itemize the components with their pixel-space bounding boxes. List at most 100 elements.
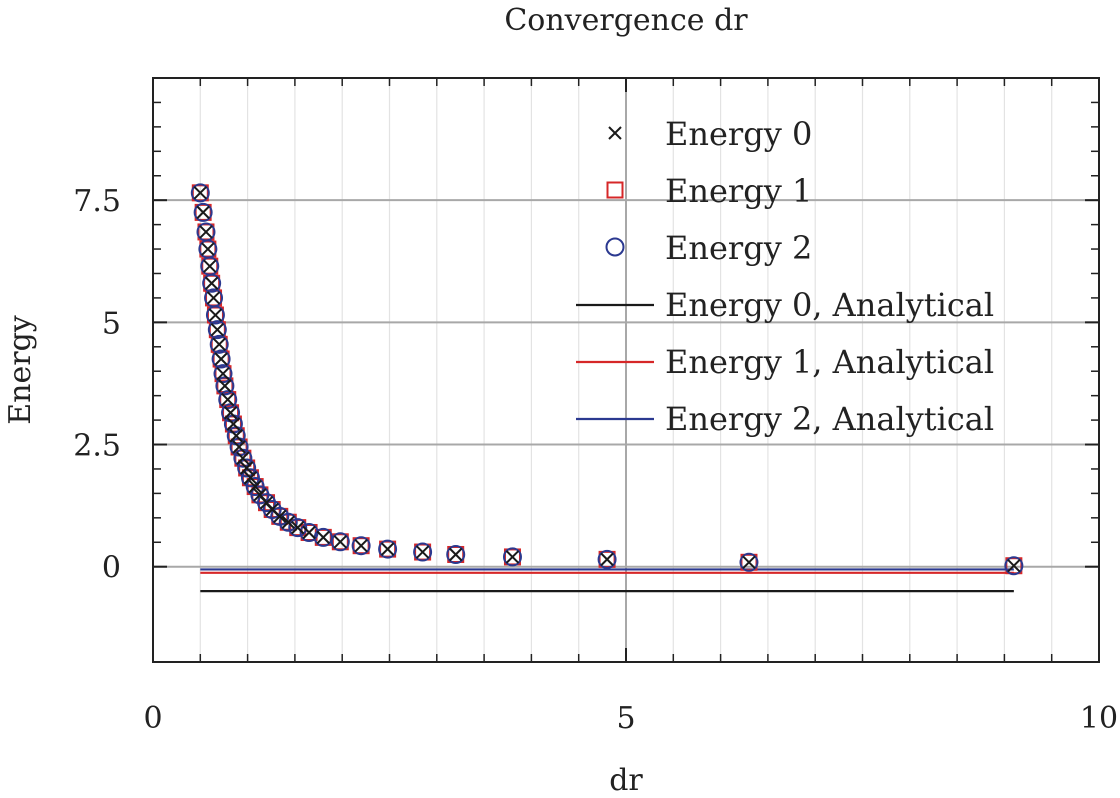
- grid: [153, 78, 1099, 662]
- circle-marker: [278, 512, 298, 532]
- cross-stroke: [206, 291, 221, 305]
- cross-stroke: [221, 392, 235, 407]
- cross-stroke: [281, 515, 295, 529]
- cross-stroke: [203, 259, 217, 273]
- cross-marker: [201, 242, 215, 256]
- circle-marker: [205, 305, 225, 325]
- cross-marker: [600, 552, 614, 567]
- cross-marker: [449, 547, 463, 562]
- circle-marker: [207, 320, 227, 340]
- cross-stroke: [214, 352, 228, 366]
- cross-stroke: [380, 542, 395, 556]
- y-tick-label: 7.5: [73, 184, 121, 219]
- data-markers: [190, 183, 1024, 576]
- circle-marker: [237, 458, 257, 478]
- cross-marker: [281, 515, 295, 529]
- cross-marker: [1007, 559, 1021, 573]
- cross-marker: [239, 461, 254, 475]
- cross-marker: [216, 366, 230, 381]
- circle-marker: [330, 532, 350, 552]
- cross-stroke: [223, 406, 238, 420]
- cross-marker: [232, 440, 246, 454]
- circle-marker: [202, 273, 222, 293]
- y-axis-label: Energy: [3, 315, 38, 425]
- circle-marker: [502, 547, 522, 567]
- cross-marker: [193, 186, 208, 200]
- legend-label: Energy 1, Analytical: [665, 343, 994, 381]
- legend-label: Energy 0, Analytical: [665, 286, 994, 324]
- cross-marker: [223, 406, 238, 420]
- chart-title: Convergence dr: [504, 3, 748, 38]
- cross-stroke: [239, 461, 254, 475]
- circle-marker: [218, 390, 238, 410]
- cross-stroke: [354, 538, 368, 553]
- cross-marker: [316, 530, 330, 545]
- cross-marker: [333, 535, 348, 549]
- cross-marker: [505, 550, 520, 564]
- cross-marker: [199, 225, 213, 239]
- circle-marker: [190, 183, 210, 203]
- x-tick-label: 10: [1080, 701, 1118, 736]
- cross-marker: [243, 471, 258, 485]
- cross-marker: [208, 308, 223, 322]
- legend-label: Energy 1: [665, 172, 812, 210]
- cross-stroke: [216, 366, 230, 381]
- circle-marker: [240, 468, 260, 488]
- circle-marker: [213, 364, 233, 384]
- cross-stroke: [449, 547, 463, 562]
- legend-cross-marker: [608, 126, 622, 140]
- cross-marker: [291, 520, 305, 535]
- legend-square-marker: [606, 181, 624, 199]
- cross-marker: [206, 291, 221, 305]
- circle-marker: [257, 493, 277, 513]
- circle-marker: [209, 334, 229, 354]
- y-tick-label: 0: [102, 551, 121, 586]
- circle-marker: [597, 549, 617, 569]
- cross-marker: [226, 417, 241, 431]
- analytical-lines: [200, 568, 1014, 593]
- cross-stroke: [608, 126, 622, 140]
- legend-label: Energy 2: [665, 229, 812, 267]
- cross-marker: [273, 509, 287, 524]
- circle-marker: [211, 349, 231, 369]
- cross-stroke: [505, 550, 520, 564]
- cross-stroke: [204, 276, 219, 290]
- cross-stroke: [600, 552, 614, 567]
- cross-stroke: [236, 451, 250, 465]
- circle-marker: [378, 539, 398, 559]
- cross-stroke: [273, 509, 287, 524]
- cross-stroke: [196, 205, 210, 220]
- cross-stroke: [218, 379, 232, 393]
- cross-stroke: [193, 186, 208, 200]
- cross-marker: [248, 479, 262, 494]
- cross-stroke: [226, 417, 241, 431]
- cross-marker: [196, 205, 210, 220]
- circle-marker: [193, 202, 213, 222]
- cross-stroke: [232, 440, 246, 454]
- y-tick-label: 2.5: [73, 429, 121, 464]
- cross-stroke: [253, 488, 267, 502]
- cross-marker: [212, 337, 226, 352]
- legend-label: Energy 2, Analytical: [665, 400, 994, 438]
- cross-stroke: [316, 530, 330, 545]
- legend-label: Energy 0: [665, 115, 812, 153]
- circle-marker: [215, 376, 235, 396]
- cross-marker: [221, 392, 235, 407]
- cross-marker: [210, 322, 225, 337]
- cross-stroke: [415, 545, 430, 559]
- cross-marker: [742, 555, 756, 570]
- x-tick-label: 0: [143, 701, 162, 736]
- cross-marker: [204, 276, 219, 290]
- cross-stroke: [212, 337, 226, 352]
- cross-stroke: [210, 322, 225, 337]
- circle-marker: [413, 542, 433, 562]
- cross-stroke: [265, 502, 279, 517]
- x-tick-label: 5: [616, 701, 635, 736]
- cross-stroke: [248, 479, 262, 494]
- circle-marker: [739, 552, 759, 572]
- y-tick-label: 5: [102, 306, 121, 341]
- cross-stroke: [208, 308, 223, 322]
- cross-stroke: [333, 535, 348, 549]
- tick-labels: 0 5 10 0 2.5 5 7.5: [73, 184, 1118, 736]
